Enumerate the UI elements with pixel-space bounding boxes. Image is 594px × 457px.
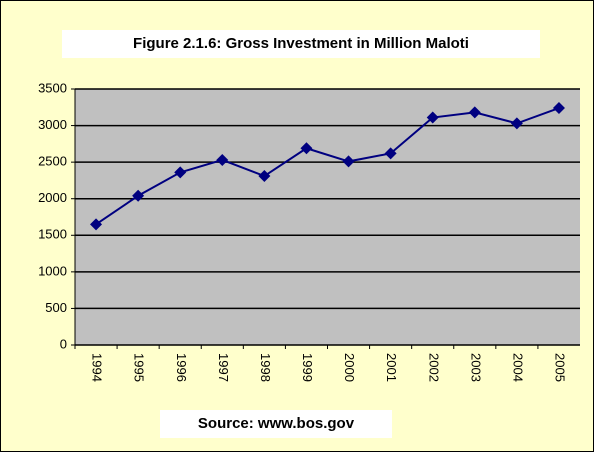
source-box bbox=[160, 410, 392, 438]
marker bbox=[216, 153, 229, 166]
source-label: Source: www.bos.gov bbox=[198, 415, 355, 432]
y-tick-label: 0 bbox=[60, 336, 67, 351]
marker bbox=[258, 170, 271, 183]
marker bbox=[342, 155, 355, 168]
marker bbox=[174, 166, 187, 179]
marker bbox=[384, 147, 397, 160]
y-tick-label: 3000 bbox=[38, 117, 67, 132]
x-tick-label: 2005 bbox=[553, 353, 568, 382]
marker bbox=[468, 106, 481, 119]
x-tick-label: 1996 bbox=[174, 353, 189, 382]
y-tick-label: 2000 bbox=[38, 190, 67, 205]
x-tick-label: 2004 bbox=[510, 353, 525, 382]
y-tick-label: 1000 bbox=[38, 263, 67, 278]
x-tick-label: 1994 bbox=[90, 353, 105, 382]
x-tick-label: 2003 bbox=[468, 353, 483, 382]
x-tick-label: 1999 bbox=[300, 353, 315, 382]
plot-area bbox=[75, 89, 580, 345]
marker bbox=[510, 117, 523, 130]
line bbox=[95, 107, 560, 226]
marker bbox=[552, 102, 565, 115]
x-tick-label: 1995 bbox=[132, 353, 147, 382]
y-tick-label: 2500 bbox=[38, 154, 67, 169]
chart-title: Figure 2.1.6: Gross Investment in Millio… bbox=[133, 35, 469, 52]
y-tick-label: 500 bbox=[45, 300, 67, 315]
x-tick-label: 2000 bbox=[342, 353, 357, 382]
x-tick-label: 1997 bbox=[216, 353, 231, 382]
x-tick-label: 2001 bbox=[384, 353, 399, 382]
title-box bbox=[62, 30, 540, 58]
y-tick-label: 1500 bbox=[38, 227, 67, 242]
x-tick-label: 2002 bbox=[426, 353, 441, 382]
marker bbox=[90, 218, 103, 231]
marker bbox=[300, 142, 313, 155]
x-tick-label: 1998 bbox=[258, 353, 273, 382]
marker bbox=[132, 189, 145, 202]
marker bbox=[426, 111, 439, 124]
y-tick-label: 3500 bbox=[38, 80, 67, 95]
